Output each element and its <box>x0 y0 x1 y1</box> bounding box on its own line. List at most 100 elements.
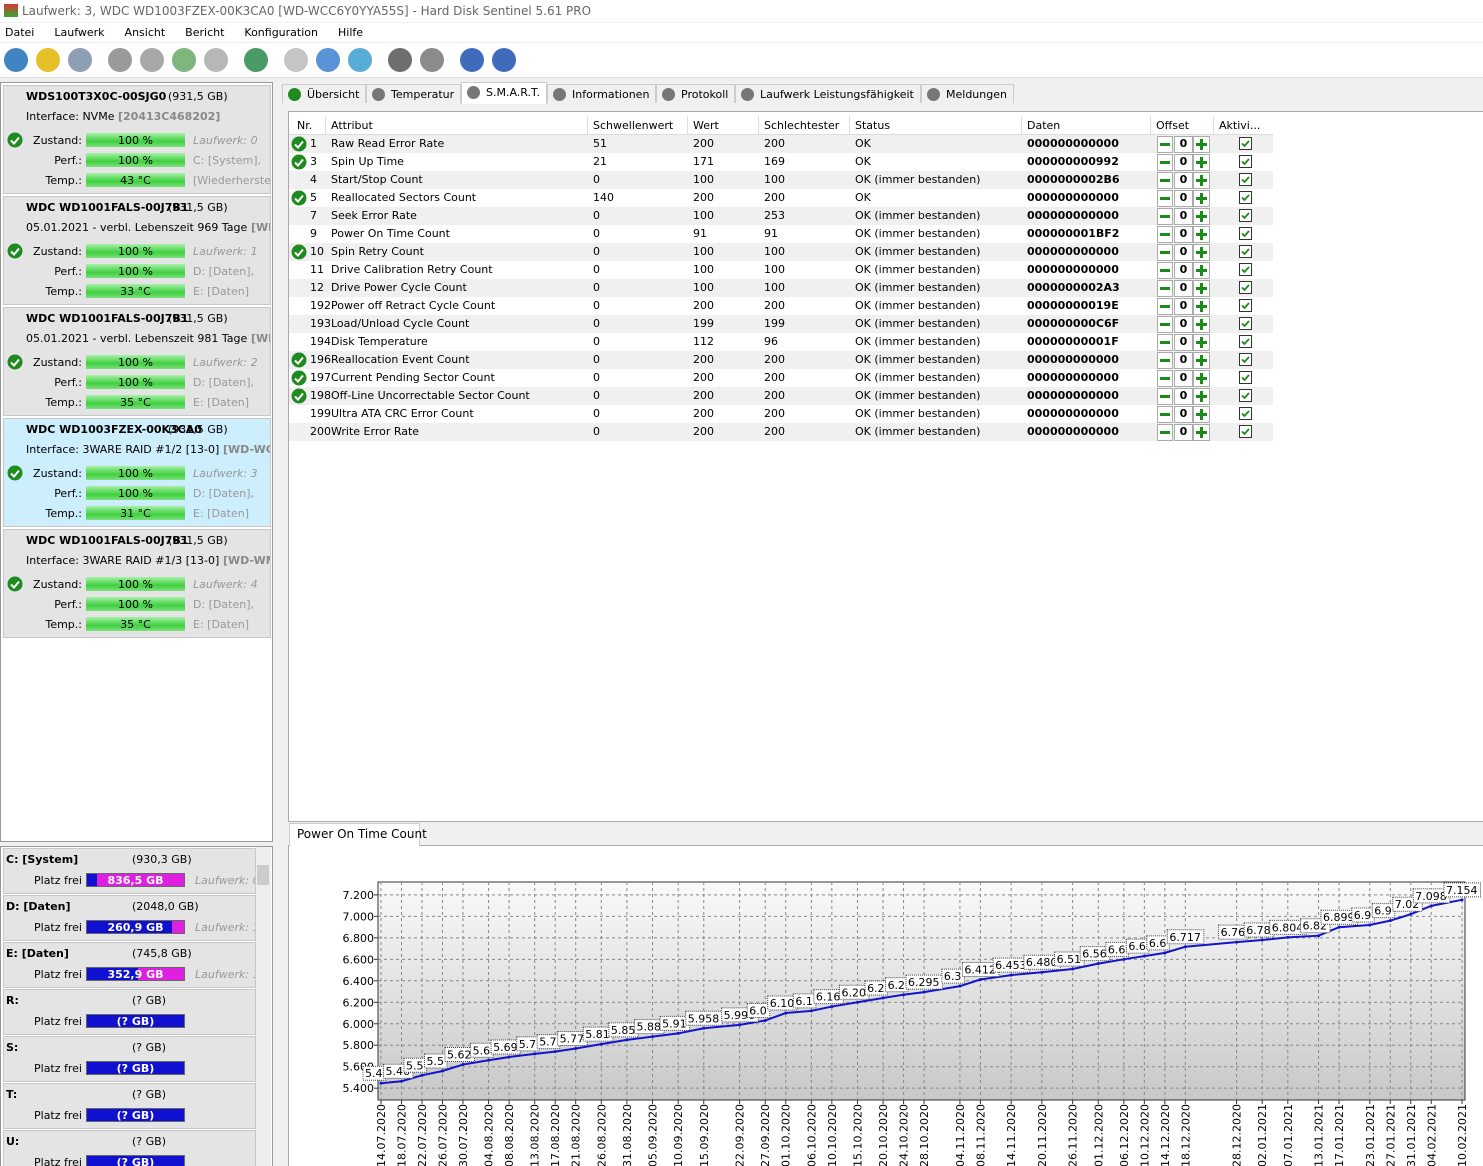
smart-row[interactable]: 3 Spin Up Time 21 171 169 OK 000000000992 0 <box>289 153 1273 171</box>
disk-card[interactable]: WDC WD1001FALS-00J7B1 (931,5 GB) 05.01.202… <box>3 196 271 305</box>
data-label: 6.9 <box>1371 903 1396 919</box>
data-label-text: 5.7 <box>519 1038 537 1051</box>
disk-card[interactable]: WDC WD1001FALS-00J7B1 (931,5 GB) Interface… <box>3 529 271 638</box>
volume-card[interactable]: U: (? GB) Platz frei (? GB) <box>3 1130 256 1166</box>
volume-card[interactable]: S: (? GB) Platz frei (? GB) <box>3 1036 256 1082</box>
volume-card[interactable]: R: (? GB) Platz frei (? GB) <box>3 989 256 1035</box>
toolbar-button[interactable] <box>244 48 268 72</box>
column-header: Schlechtester <box>764 119 840 132</box>
toolbar-button[interactable] <box>420 48 444 72</box>
active-checkbox[interactable] <box>1239 155 1252 168</box>
active-checkbox[interactable] <box>1239 191 1252 204</box>
active-checkbox[interactable] <box>1239 407 1252 420</box>
tab[interactable]: Temperatur <box>366 84 462 103</box>
active-checkbox[interactable] <box>1239 371 1252 384</box>
menu-item[interactable]: Datei <box>5 26 35 39</box>
raw-data: 0000000002B6 <box>1027 173 1120 186</box>
menu-item[interactable]: Ansicht <box>124 26 166 39</box>
smart-row[interactable]: 196 Reallocation Event Count 0 200 200 OK (im… <box>289 351 1273 369</box>
active-checkbox[interactable] <box>1239 227 1252 240</box>
smart-row[interactable]: 199 Ultra ATA CRC Error Count 0 200 200 OK (i… <box>289 405 1273 423</box>
toolbar-button[interactable] <box>36 48 60 72</box>
active-checkbox[interactable] <box>1239 299 1252 312</box>
toolbar-button[interactable] <box>492 48 516 72</box>
active-checkbox[interactable] <box>1239 389 1252 402</box>
toolbar-button[interactable] <box>204 48 228 72</box>
column-header: Schwellenwert <box>593 119 674 132</box>
x-tick-label: 23.01.2021 <box>1364 1104 1377 1166</box>
data-label-box <box>516 1036 540 1052</box>
tab[interactable]: Informationen <box>547 84 657 103</box>
free-value: 836,5 GB <box>107 874 164 887</box>
active-checkbox[interactable] <box>1239 317 1252 330</box>
smart-row[interactable]: 1 Raw Read Error Rate 51 200 200 OK 0000000000… <box>289 135 1273 153</box>
smart-row[interactable]: 197 Current Pending Sector Count 0 200 200 OK… <box>289 369 1273 387</box>
volume-card[interactable]: D: [Daten] (2048,0 GB) Platz frei 260,9 GB L… <box>3 895 256 941</box>
toolbar-button[interactable] <box>172 48 196 72</box>
free-value: (? GB) <box>116 1156 155 1166</box>
toolbar-button[interactable] <box>4 48 28 72</box>
active-checkbox[interactable] <box>1239 353 1252 366</box>
smart-row[interactable]: 12 Drive Power Cycle Count 0 100 100 OK (imme… <box>289 279 1273 297</box>
cell: 200 <box>764 407 785 420</box>
disk-card[interactable]: WDC WD1003FZEX-00K3CA0 (931,5 GB) Interfac… <box>3 418 271 527</box>
smart-row[interactable]: 11 Drive Calibration Retry Count 0 100 100 OK… <box>289 261 1273 279</box>
row-label: Temp.: <box>45 396 82 409</box>
tab[interactable]: Meldungen <box>921 84 1014 103</box>
tab[interactable]: S.M.A.R.T. <box>461 82 547 104</box>
chart-tab[interactable]: Power On Time Count <box>289 823 427 846</box>
scroll-thumb[interactable] <box>257 865 269 885</box>
disk-card[interactable]: WDC WD1001FALS-00J7B1 (931,5 GB) 05.01.202… <box>3 307 271 416</box>
row-label: Perf.: <box>54 487 82 500</box>
toolbar-button[interactable] <box>348 48 372 72</box>
cell: 100 <box>764 263 785 276</box>
status-bar <box>86 597 185 611</box>
smart-row[interactable]: 7 Seek Error Rate 0 100 253 OK (immer bestand… <box>289 207 1273 225</box>
tab[interactable]: Übersicht <box>282 84 367 103</box>
toolbar-button[interactable] <box>388 48 412 72</box>
menu-item[interactable]: Hilfe <box>338 26 364 39</box>
disk-info-extra: [WD-W <box>251 221 270 234</box>
data-point <box>1368 923 1372 927</box>
active-checkbox[interactable] <box>1239 335 1252 348</box>
active-checkbox[interactable] <box>1239 173 1252 186</box>
x-tick-label: 18.07.2020 <box>395 1104 408 1166</box>
toolbar-button[interactable] <box>316 48 340 72</box>
active-checkbox[interactable] <box>1239 425 1252 438</box>
toolbar-button[interactable] <box>460 48 484 72</box>
active-checkbox[interactable] <box>1239 263 1252 276</box>
tab[interactable]: Protokoll <box>656 84 736 103</box>
tab[interactable]: Laufwerk Leistungsfähigkeit <box>735 84 921 103</box>
menu-item[interactable]: Konfiguration <box>244 26 318 39</box>
smart-row[interactable]: 4 Start/Stop Count 0 100 100 OK (immer bestan… <box>289 171 1273 189</box>
active-checkbox[interactable] <box>1239 137 1252 150</box>
toolbar-button[interactable] <box>68 48 92 72</box>
toolbar-button[interactable] <box>108 48 132 72</box>
toolbar-button[interactable] <box>140 48 164 72</box>
smart-row[interactable]: 192 Power off Retract Cycle Count 0 200 200 O… <box>289 297 1273 315</box>
smart-row[interactable]: 5 Reallocated Sectors Count 140 200 200 OK 000… <box>289 189 1273 207</box>
smart-row[interactable]: 200 Write Error Rate 0 200 200 OK (immer best… <box>289 423 1273 441</box>
active-checkbox[interactable] <box>1239 209 1252 222</box>
menu-item[interactable]: Laufwerk <box>54 26 105 39</box>
data-label: 6.6 <box>1125 938 1150 954</box>
cell: 200 <box>693 389 714 402</box>
volume-card[interactable]: T: (? GB) Platz frei (? GB) <box>3 1083 256 1129</box>
raw-data: 00000000001F <box>1027 335 1119 348</box>
smart-row[interactable]: 9 Power On Time Count 0 91 91 OK (immer besta… <box>289 225 1273 243</box>
toolbar-button[interactable] <box>284 48 308 72</box>
data-label: 6.6 <box>1146 935 1170 951</box>
smart-row[interactable]: 193 Load/Unload Cycle Count 0 199 199 OK (imm… <box>289 315 1273 333</box>
disk-card[interactable]: WDS100T3X0C-00SJG0 (931,5 GB) Interface: N… <box>3 85 271 194</box>
data-label-text: 6.2 <box>888 979 906 992</box>
volume-card[interactable]: E: [Daten] (745,8 GB) Platz frei 352,9 GB La… <box>3 942 256 988</box>
smart-row[interactable]: 10 Spin Retry Count 0 100 100 OK (immer besta… <box>289 243 1273 261</box>
active-checkbox[interactable] <box>1239 281 1252 294</box>
row-side: D: [Daten], <box>193 598 255 611</box>
active-checkbox[interactable] <box>1239 245 1252 258</box>
menu-item[interactable]: Bericht <box>185 26 225 39</box>
smart-row[interactable]: 194 Disk Temperature 0 112 96 OK (immer besta… <box>289 333 1273 351</box>
smart-row[interactable]: 198 Off-Line Uncorrectable Sector Count 0 2… <box>289 387 1273 405</box>
column-header: Nr. <box>297 119 313 132</box>
volume-card[interactable]: C: [System] (930,3 GB) Platz frei 836,5 GB L… <box>3 848 256 894</box>
